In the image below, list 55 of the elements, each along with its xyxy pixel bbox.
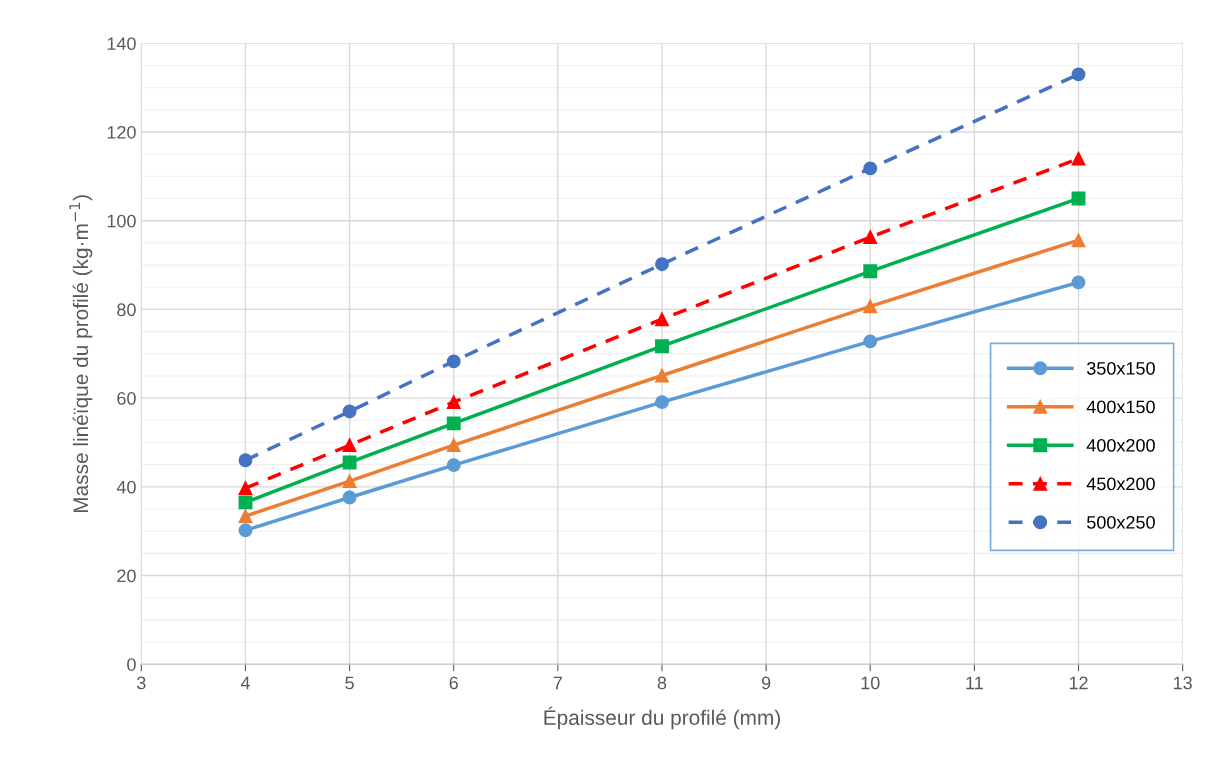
point <box>655 368 669 383</box>
point <box>238 453 253 468</box>
x-tick-label: 8 <box>657 676 667 690</box>
y-tick-label: 140 <box>107 37 136 51</box>
x-tick-label: 6 <box>449 676 458 690</box>
point <box>446 395 461 410</box>
point <box>1071 233 1086 248</box>
legend-label: 350x150 <box>1086 361 1155 375</box>
y-tick-label: 20 <box>117 569 136 583</box>
point <box>1071 67 1086 82</box>
point <box>863 264 878 279</box>
point <box>1071 275 1086 290</box>
point <box>863 161 878 176</box>
x-tick-label: 7 <box>553 676 562 690</box>
x-tick-label: 5 <box>345 676 354 690</box>
point <box>342 455 357 470</box>
point <box>863 230 878 245</box>
point <box>238 509 253 524</box>
x-tick-label: 11 <box>966 676 983 690</box>
x-tick-label: 10 <box>861 676 880 690</box>
legend-label: 500x250 <box>1087 515 1155 529</box>
y-tick-label: 120 <box>107 125 136 139</box>
point <box>655 395 669 410</box>
point <box>863 299 878 314</box>
point <box>655 257 669 272</box>
x-tick-label: 13 <box>1173 676 1192 690</box>
point <box>863 334 878 349</box>
point <box>238 481 253 496</box>
point <box>655 312 669 327</box>
y-tick-label: 0 <box>127 658 136 671</box>
point <box>238 523 253 538</box>
point <box>655 339 669 354</box>
y-tick-label: 40 <box>116 480 136 494</box>
point <box>342 438 357 453</box>
y-tick-label: 60 <box>117 392 136 405</box>
x-tick-label: 9 <box>761 676 771 690</box>
point <box>446 438 461 453</box>
legend-label: 450x200 <box>1086 477 1155 491</box>
point <box>446 416 461 431</box>
y-tick-label: 100 <box>107 214 136 228</box>
y-axis-title: Masse linéïque du profilé (kg·m$^{−1}$) <box>69 195 93 513</box>
y-tick-label: 80 <box>117 303 136 317</box>
legend-label: 400x200 <box>1086 438 1155 452</box>
point <box>1071 151 1086 166</box>
x-axis-title: Épaisseur du profilé (mm) <box>544 706 780 730</box>
x-tick-label: 4 <box>240 676 250 690</box>
point <box>342 474 357 489</box>
x-tick-label: 12 <box>1069 676 1088 690</box>
point <box>342 404 357 419</box>
point <box>342 490 357 505</box>
point <box>446 354 461 369</box>
x-tick-label: 3 <box>137 676 146 690</box>
point <box>238 495 253 510</box>
legend-label: 400x150 <box>1086 400 1155 414</box>
point <box>446 458 461 473</box>
